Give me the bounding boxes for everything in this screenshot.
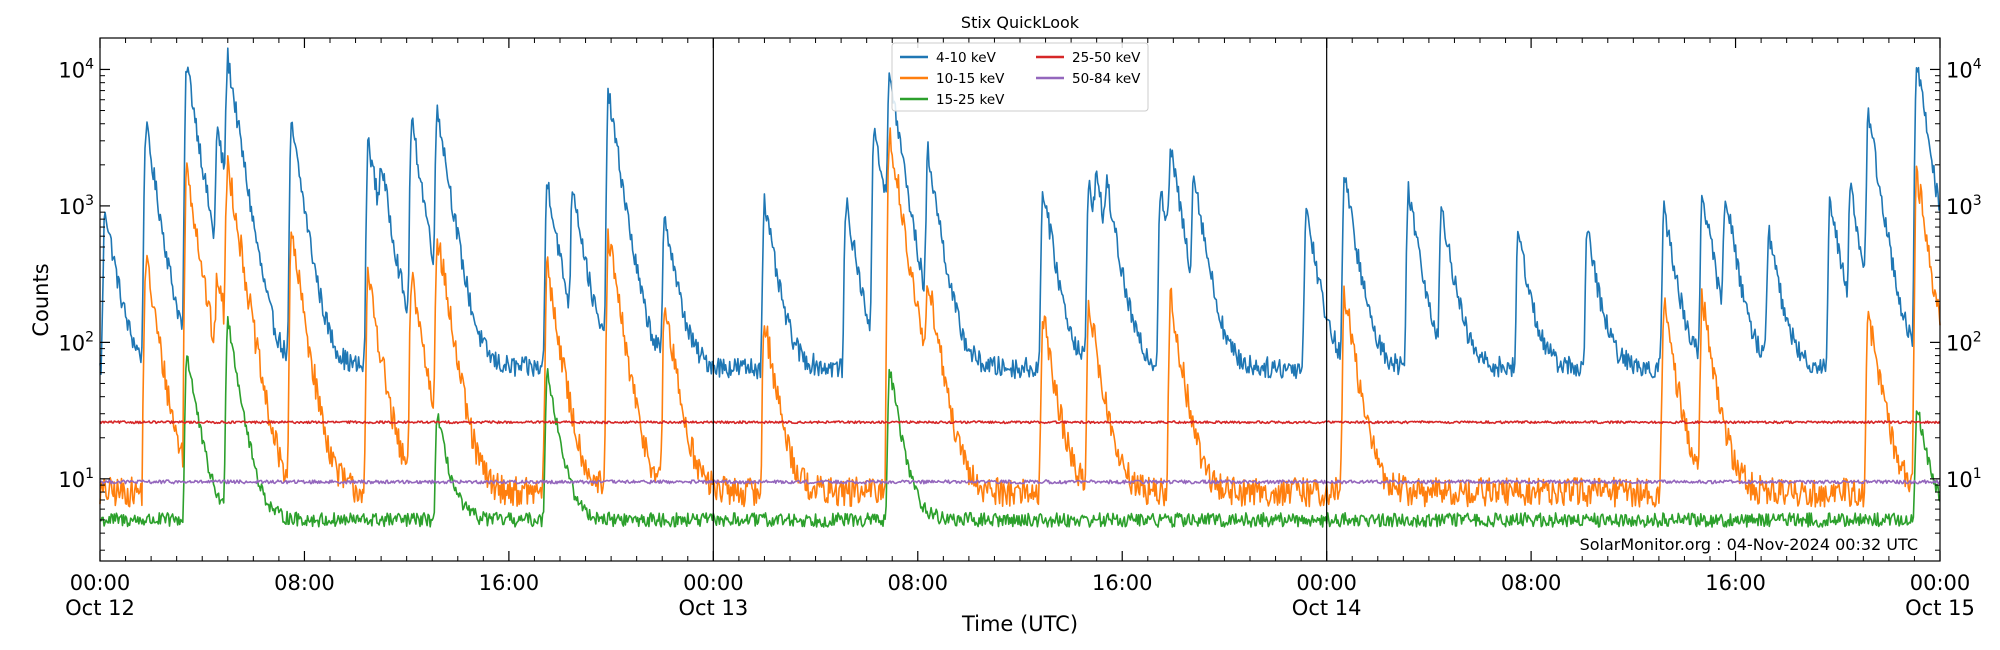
x-tick-label: 16:00 [479, 571, 540, 595]
x-tick-label: 00:00 [70, 571, 131, 595]
y-tick-label-left: 103 [58, 193, 94, 219]
legend-label: 25-50 keV [1072, 50, 1141, 66]
y-tick-label-left: 104 [58, 56, 94, 82]
series-layer [99, 47, 1941, 528]
y-tick-label-left: 102 [58, 329, 94, 355]
y-axis-label: Counts [29, 263, 53, 336]
x-tick-label: 16:00 [1092, 571, 1153, 595]
y-tick-label-right: 103 [1946, 193, 1982, 219]
series-line-50-84-kev [99, 479, 1941, 485]
legend-label: 50-84 keV [1072, 71, 1141, 87]
legend-label: 4-10 keV [936, 50, 997, 66]
series-line-15-25-kev [99, 315, 1941, 528]
x-tick-date-label: Oct 14 [1292, 596, 1362, 620]
x-tick-date-label: Oct 13 [678, 596, 748, 620]
y-tick-label-left: 101 [58, 466, 94, 492]
day-boundary-layer [712, 38, 1328, 561]
x-tick-label: 08:00 [888, 571, 949, 595]
legend-label: 10-15 keV [936, 71, 1005, 87]
y-axis-ticks: 101 101 102 102 103 103 104 104 [58, 56, 1982, 551]
source-annotation: SolarMonitor.org : 04-Nov-2024 00:32 UTC [1580, 535, 1918, 554]
series-line-25-50-kev [99, 420, 1941, 425]
x-tick-label: 00:00 [1910, 571, 1971, 595]
x-tick-label: 08:00 [1501, 571, 1562, 595]
series-line-4-10-kev [99, 47, 1941, 380]
x-tick-label: 00:00 [683, 571, 744, 595]
chart-legend: 4-10 keV 10-15 keV 15-25 keV 25-50 keV 50-84… [891, 42, 1149, 112]
legend-label: 15-25 keV [936, 92, 1005, 108]
legend-box [891, 42, 1149, 112]
x-axis-label: Time (UTC) [961, 612, 1078, 636]
y-tick-label-right: 104 [1946, 56, 1982, 82]
x-tick-date-label: Oct 12 [65, 596, 135, 620]
y-tick-label-right: 102 [1946, 329, 1982, 355]
chart-title: Stix QuickLook [961, 13, 1080, 32]
x-tick-date-label: Oct 15 [1905, 596, 1975, 620]
series-line-10-15-kev [99, 127, 1941, 508]
y-tick-label-right: 101 [1946, 466, 1982, 492]
x-tick-label: 08:00 [274, 571, 335, 595]
x-tick-label: 00:00 [1296, 571, 1357, 595]
x-tick-label: 16:00 [1705, 571, 1766, 595]
